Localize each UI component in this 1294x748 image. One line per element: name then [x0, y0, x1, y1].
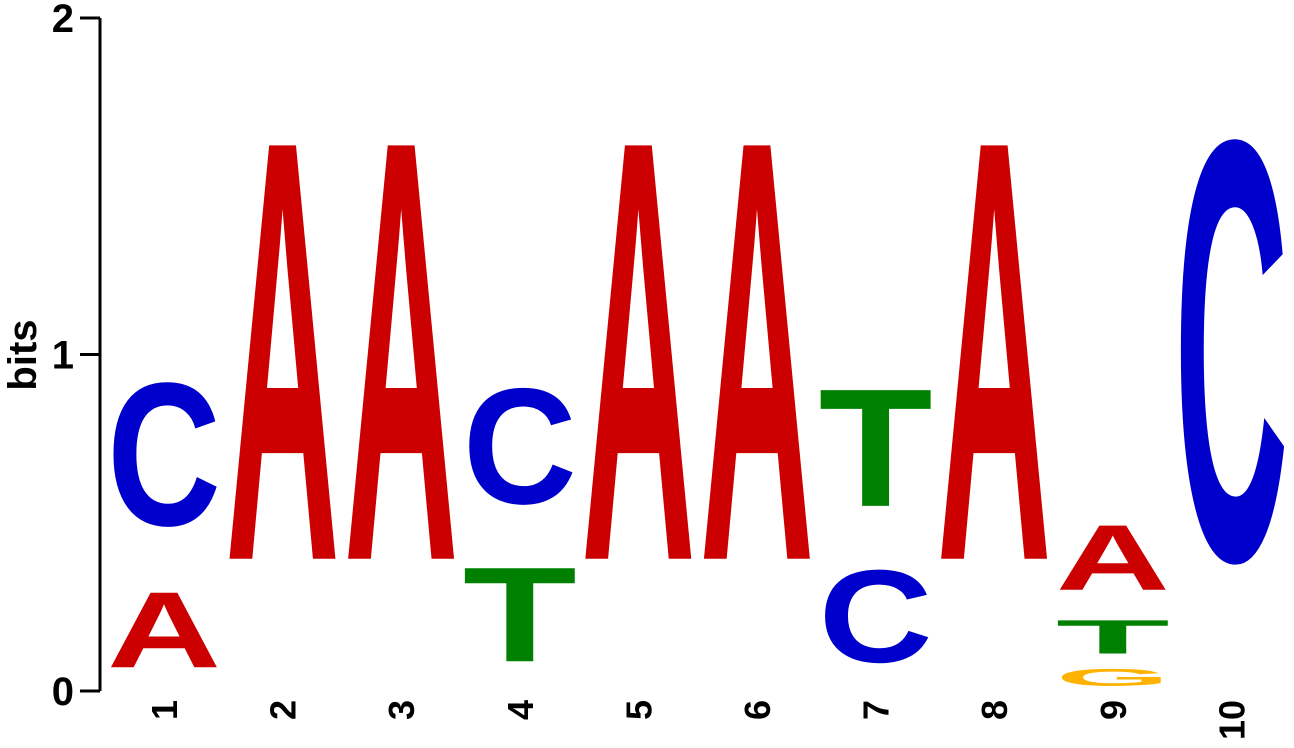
- letter-c: C: [1174, 16, 1288, 688]
- position-label: 4: [500, 700, 541, 720]
- y-axis-label: bits: [1, 319, 45, 390]
- letter-a: A: [700, 16, 814, 688]
- stack-position-8: A: [937, 16, 1051, 688]
- letter-a: A: [581, 16, 695, 688]
- stack-position-10: C: [1174, 16, 1288, 688]
- y-ticks: 0 1 2: [52, 0, 100, 714]
- letter-c: C: [819, 542, 933, 690]
- stack-position-7: CT: [819, 353, 933, 690]
- stack-position-3: A: [344, 16, 458, 688]
- position-label: 8: [974, 700, 1015, 720]
- position-label: 5: [618, 700, 659, 720]
- letter-a: A: [937, 16, 1051, 688]
- y-tick-label: 1: [52, 334, 74, 378]
- letter-a: A: [226, 16, 340, 688]
- y-tick-label: 2: [52, 0, 74, 41]
- stack-position-5: A: [581, 16, 695, 688]
- letter-a: A: [107, 570, 221, 691]
- position-label: 2: [263, 700, 304, 720]
- stack-position-1: AC: [107, 340, 221, 690]
- letter-g: G: [1056, 664, 1170, 691]
- stack-position-4: TC: [463, 355, 577, 690]
- stack-position-2: A: [226, 16, 340, 688]
- stack-position-9: GTA: [1056, 506, 1170, 691]
- position-labels: 1 2 3 4 5 6 7 8 9 10: [144, 700, 1252, 740]
- letter-t: T: [1056, 610, 1170, 664]
- letter-t: T: [819, 353, 933, 541]
- letter-t: T: [463, 539, 577, 690]
- letter-a: A: [344, 16, 458, 688]
- letter-a: A: [1056, 506, 1170, 609]
- position-label: 3: [381, 700, 422, 720]
- position-label: 9: [1093, 700, 1134, 720]
- letter-c: C: [107, 340, 221, 568]
- position-label: 1: [144, 700, 185, 720]
- letter-c: C: [463, 355, 577, 539]
- position-label: 6: [737, 700, 778, 720]
- position-label: 7: [856, 700, 897, 720]
- letter-stacks: AC A A TC A A CT A GTA C: [107, 16, 1288, 691]
- y-tick-label: 0: [52, 670, 74, 714]
- position-label: 10: [1211, 700, 1252, 740]
- stack-position-6: A: [700, 16, 814, 688]
